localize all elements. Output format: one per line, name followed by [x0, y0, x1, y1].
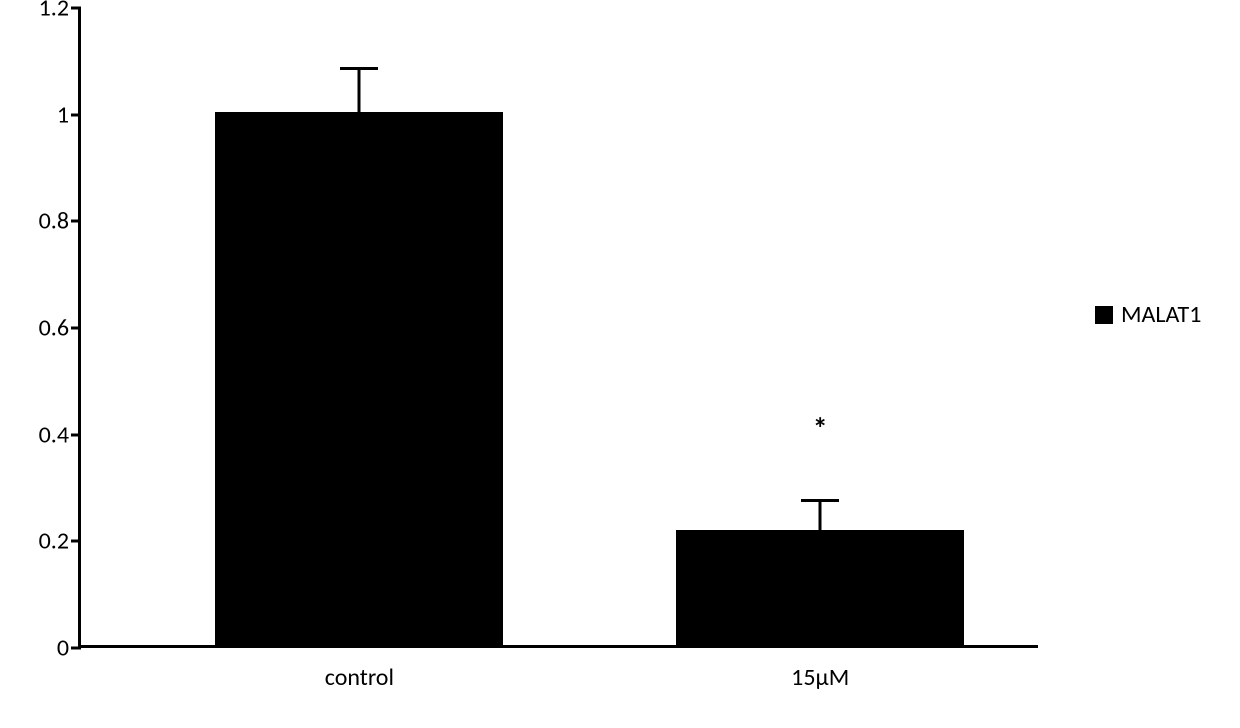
error-cap — [340, 67, 378, 70]
legend-swatch — [1095, 306, 1113, 324]
error-bar — [819, 499, 822, 534]
legend: MALAT1 — [1095, 300, 1201, 329]
x-category-label: control — [325, 645, 394, 692]
bar-chart: 00.20.40.60.811.2control15μM* MALAT1 — [0, 0, 1240, 728]
ytick-label: 0.4 — [39, 420, 81, 449]
error-bar — [358, 67, 361, 115]
significance-marker: * — [813, 411, 828, 448]
x-category-label: 15μM — [791, 645, 849, 692]
bar — [676, 530, 964, 645]
legend-label: MALAT1 — [1121, 300, 1201, 329]
ytick-label: 0.2 — [39, 527, 81, 556]
ytick-label: 0 — [57, 634, 81, 663]
ytick-label: 0.8 — [39, 207, 81, 236]
bar — [215, 112, 503, 645]
ytick-label: 1 — [57, 100, 81, 129]
plot-area: 00.20.40.60.811.2control15μM* — [78, 8, 1038, 648]
error-cap — [801, 499, 839, 502]
ytick-label: 1.2 — [39, 0, 81, 23]
ytick-label: 0.6 — [39, 314, 81, 343]
